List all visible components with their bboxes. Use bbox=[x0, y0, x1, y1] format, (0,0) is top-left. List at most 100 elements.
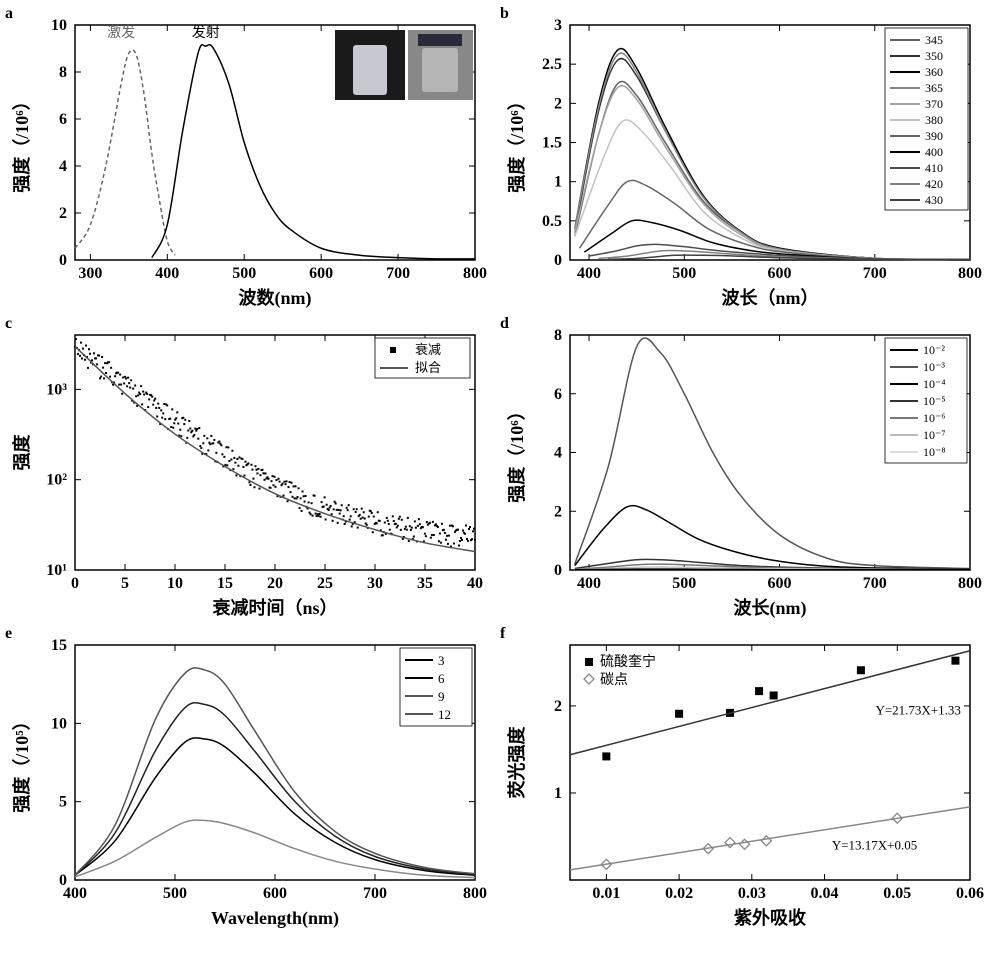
panel-b: b 40050060070080000.511.522.53波长（nm）强度（/… bbox=[505, 10, 990, 310]
svg-text:35: 35 bbox=[417, 575, 433, 592]
svg-text:700: 700 bbox=[363, 885, 387, 902]
svg-text:波长(nm): 波长(nm) bbox=[734, 597, 807, 619]
svg-text:10⁻⁴: 10⁻⁴ bbox=[923, 377, 946, 391]
svg-text:激发: 激发 bbox=[107, 24, 135, 41]
panel-d-chart: 40050060070080002468波长(nm)强度（/10⁶）10⁻²10… bbox=[505, 320, 985, 620]
svg-text:1: 1 bbox=[554, 785, 562, 802]
svg-text:15: 15 bbox=[217, 575, 233, 592]
svg-text:10⁻³: 10⁻³ bbox=[923, 360, 945, 374]
svg-text:345: 345 bbox=[925, 33, 943, 47]
panel-e-chart: 400500600700800051015Wavelength(nm)强度（/1… bbox=[10, 630, 490, 930]
svg-text:碳点: 碳点 bbox=[600, 672, 628, 688]
svg-text:800: 800 bbox=[463, 885, 487, 902]
svg-text:0: 0 bbox=[59, 252, 67, 269]
panel-f-letter: f bbox=[500, 625, 505, 643]
svg-text:0: 0 bbox=[59, 872, 67, 889]
svg-text:40: 40 bbox=[467, 575, 483, 592]
panel-c-letter: c bbox=[5, 315, 12, 333]
svg-text:400: 400 bbox=[577, 575, 601, 592]
svg-text:强度: 强度 bbox=[11, 434, 32, 471]
svg-text:强度（/10⁶）: 强度（/10⁶） bbox=[11, 92, 32, 192]
svg-text:400: 400 bbox=[925, 145, 943, 159]
svg-text:10: 10 bbox=[167, 575, 183, 592]
panel-b-letter: b bbox=[500, 5, 509, 23]
svg-text:500: 500 bbox=[672, 575, 696, 592]
svg-text:4: 4 bbox=[59, 158, 67, 175]
panel-a: a 3004005006007008000246810波数(nm)强度（/10⁶… bbox=[10, 10, 495, 310]
svg-text:0: 0 bbox=[554, 562, 562, 579]
svg-text:500: 500 bbox=[672, 265, 696, 282]
svg-text:390: 390 bbox=[925, 129, 943, 143]
svg-text:12: 12 bbox=[438, 707, 451, 722]
svg-text:400: 400 bbox=[155, 265, 179, 282]
svg-text:衰减: 衰减 bbox=[415, 342, 441, 357]
svg-text:2: 2 bbox=[554, 698, 562, 715]
svg-text:5: 5 bbox=[59, 794, 67, 811]
svg-text:拟合: 拟合 bbox=[415, 360, 441, 375]
svg-text:0: 0 bbox=[554, 252, 562, 269]
svg-text:10³: 10³ bbox=[46, 381, 67, 398]
svg-text:2: 2 bbox=[554, 95, 562, 112]
svg-text:3: 3 bbox=[438, 653, 445, 668]
panel-f: f 0.010.020.030.040.050.0612紫外吸收荧光强度Y=21… bbox=[505, 630, 990, 930]
svg-text:350: 350 bbox=[925, 49, 943, 63]
svg-text:300: 300 bbox=[78, 265, 102, 282]
svg-text:500: 500 bbox=[232, 265, 256, 282]
svg-text:10: 10 bbox=[51, 715, 67, 732]
svg-text:荧光强度: 荧光强度 bbox=[506, 726, 527, 799]
svg-text:1.5: 1.5 bbox=[542, 135, 562, 152]
svg-text:波数(nm): 波数(nm) bbox=[239, 287, 312, 309]
svg-text:20: 20 bbox=[267, 575, 283, 592]
panel-d-letter: d bbox=[500, 315, 509, 333]
svg-text:410: 410 bbox=[925, 161, 943, 175]
svg-text:0.01: 0.01 bbox=[592, 885, 620, 902]
svg-text:衰减时间（ns）: 衰减时间（ns） bbox=[211, 597, 337, 618]
svg-text:25: 25 bbox=[317, 575, 333, 592]
svg-text:4: 4 bbox=[554, 445, 562, 462]
svg-text:强度（/10⁶）: 强度（/10⁶） bbox=[506, 92, 527, 192]
svg-text:5: 5 bbox=[121, 575, 129, 592]
svg-text:1: 1 bbox=[554, 174, 562, 191]
svg-text:800: 800 bbox=[958, 265, 982, 282]
svg-text:420: 420 bbox=[925, 177, 943, 191]
panel-a-chart: 3004005006007008000246810波数(nm)强度（/10⁶）激… bbox=[10, 10, 490, 310]
svg-text:380: 380 bbox=[925, 113, 943, 127]
panel-b-chart: 40050060070080000.511.522.53波长（nm）强度（/10… bbox=[505, 10, 985, 310]
svg-text:9: 9 bbox=[438, 689, 445, 704]
svg-text:400: 400 bbox=[577, 265, 601, 282]
svg-text:8: 8 bbox=[554, 327, 562, 344]
svg-text:10⁻⁸: 10⁻⁸ bbox=[923, 445, 946, 459]
svg-text:0.5: 0.5 bbox=[542, 213, 562, 230]
svg-text:0.05: 0.05 bbox=[883, 885, 911, 902]
panel-a-letter: a bbox=[5, 5, 13, 23]
svg-text:8: 8 bbox=[59, 64, 67, 81]
svg-text:430: 430 bbox=[925, 193, 943, 207]
svg-text:6: 6 bbox=[438, 671, 445, 686]
svg-text:10: 10 bbox=[51, 17, 67, 34]
svg-text:600: 600 bbox=[768, 575, 792, 592]
svg-text:硫酸奎宁: 硫酸奎宁 bbox=[600, 653, 656, 670]
svg-text:3: 3 bbox=[554, 17, 562, 34]
svg-text:2.5: 2.5 bbox=[542, 56, 562, 73]
panel-e: e 400500600700800051015Wavelength(nm)强度（… bbox=[10, 630, 495, 930]
svg-text:0.04: 0.04 bbox=[811, 885, 839, 902]
figure-grid: a 3004005006007008000246810波数(nm)强度（/10⁶… bbox=[10, 10, 990, 930]
svg-text:强度（/10⁵）: 强度（/10⁵） bbox=[11, 712, 32, 812]
svg-text:强度（/10⁶）: 强度（/10⁶） bbox=[506, 402, 527, 502]
svg-text:Y=21.73X+1.33: Y=21.73X+1.33 bbox=[875, 703, 960, 718]
svg-text:700: 700 bbox=[863, 265, 887, 282]
svg-text:600: 600 bbox=[768, 265, 792, 282]
svg-text:2: 2 bbox=[59, 205, 67, 222]
svg-text:10⁻²: 10⁻² bbox=[923, 343, 945, 357]
svg-text:Wavelength(nm): Wavelength(nm) bbox=[211, 908, 339, 929]
svg-text:0.06: 0.06 bbox=[956, 885, 984, 902]
svg-text:Y=13.17X+0.05: Y=13.17X+0.05 bbox=[832, 838, 917, 853]
svg-text:700: 700 bbox=[386, 265, 410, 282]
panel-c: c 051015202530354010¹10²10³衰减时间（ns）强度衰减拟… bbox=[10, 320, 495, 620]
svg-text:紫外吸收: 紫外吸收 bbox=[734, 907, 806, 928]
svg-text:10⁻⁵: 10⁻⁵ bbox=[923, 394, 946, 408]
svg-text:0.03: 0.03 bbox=[738, 885, 766, 902]
svg-text:800: 800 bbox=[958, 575, 982, 592]
svg-text:365: 365 bbox=[925, 81, 943, 95]
panel-d: d 40050060070080002468波长(nm)强度（/10⁶）10⁻²… bbox=[505, 320, 990, 620]
